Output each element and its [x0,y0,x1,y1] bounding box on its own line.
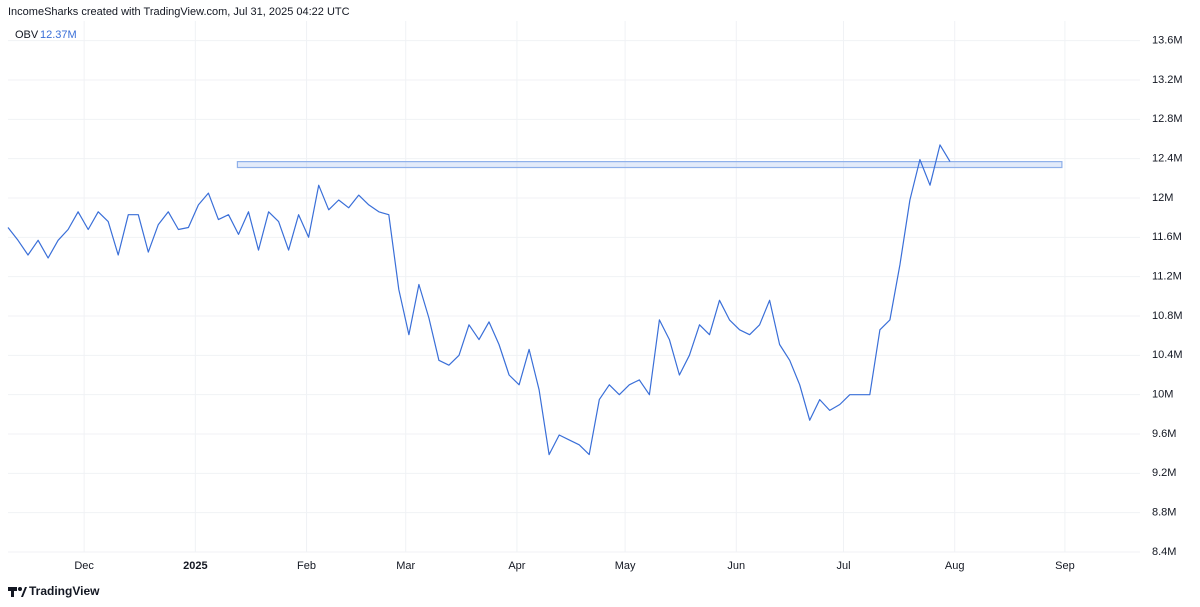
y-tick-label: 13.2M [1152,74,1183,86]
legend-value: 12.37M [40,29,77,41]
y-tick-label: 11.2M [1152,271,1182,283]
y-tick-label: 13.6M [1152,35,1183,47]
brand-logo [8,587,27,597]
x-tick-label: Jul [836,560,850,572]
x-tick-label: Aug [945,560,965,572]
y-tick-label: 12M [1152,192,1173,204]
x-tick-label: Feb [297,560,316,572]
y-tick-label: 10.8M [1152,310,1183,322]
resistance-band [236,161,1063,169]
y-tick-label: 10M [1152,389,1173,401]
header-text: IncomeSharks created with TradingView.co… [8,6,350,18]
y-tick-label: 11.6M [1152,231,1182,243]
x-tick-label: Dec [74,560,94,572]
y-tick-label: 8.4M [1152,546,1176,558]
y-tick-label: 12.4M [1152,153,1183,165]
y-tick-label: 8.8M [1152,507,1176,519]
obv-line [7,144,951,456]
x-tick-label: Sep [1055,560,1075,572]
x-tick-label: May [615,560,636,572]
x-tick-label: Jun [727,560,745,572]
legend-name: OBV [15,29,39,41]
y-tick-label: 9.6M [1152,428,1176,440]
x-tick-label: 2025 [183,560,207,572]
y-tick-label: 9.2M [1152,467,1176,479]
x-tick-label: Mar [396,560,415,572]
y-tick-label: 10.4M [1152,349,1183,361]
y-tick-label: 12.8M [1152,113,1183,125]
x-tick-label: Apr [508,560,525,572]
brand-name: TradingView [29,584,100,598]
